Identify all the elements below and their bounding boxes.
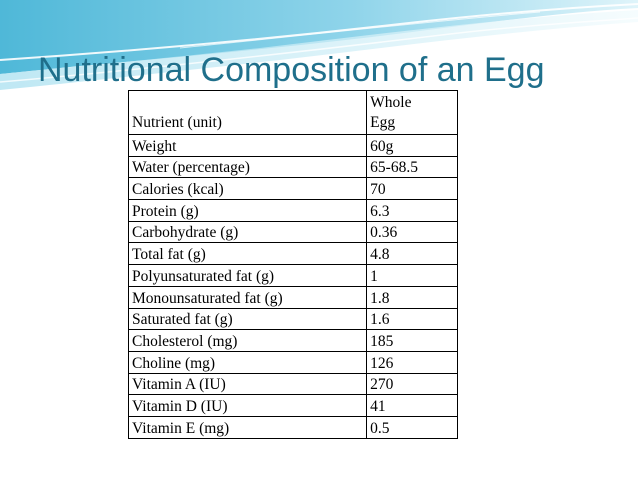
- value-cell: 4.8: [366, 242, 458, 266]
- nutrient-cell: Vitamin A (IU): [127, 372, 368, 396]
- nutrient-cell: Weight: [127, 134, 368, 157]
- value-cell: 1: [366, 264, 458, 287]
- table-row: Total fat (g) 4.8: [127, 242, 458, 266]
- nutrient-cell: Total fat (g): [127, 242, 368, 266]
- table-row: Weight 60g: [127, 134, 458, 157]
- table-row: Protein (g) 6.3: [127, 199, 458, 222]
- nutrient-cell: Polyunsaturated fat (g): [127, 264, 368, 287]
- value-cell: 0.5: [366, 415, 458, 439]
- table-row: Vitamin D (IU) 41: [127, 394, 458, 417]
- nutrient-cell: Monounsaturated fat (g): [127, 285, 368, 309]
- table-row: Choline (mg) 126: [127, 350, 458, 374]
- table-row: Saturated fat (g) 1.6: [127, 307, 458, 331]
- table-row: Vitamin E (mg) 0.5: [127, 415, 458, 439]
- slide-title: Nutritional Composition of an Egg: [38, 51, 545, 89]
- header-wave-decoration: [0, 0, 638, 90]
- nutrition-table: Nutrient (unit) Whole Egg Weight 60g Wat…: [127, 90, 458, 439]
- table-row: Calories (kcal) 70: [127, 177, 458, 201]
- table-row: Polyunsaturated fat (g) 1: [127, 264, 458, 287]
- nutrient-cell: Choline (mg): [127, 350, 368, 374]
- table-row: Vitamin A (IU) 270: [127, 372, 458, 396]
- value-cell: 0.36: [366, 220, 458, 244]
- header-whole-egg-line2: Egg: [370, 114, 396, 131]
- header-nutrient-cell: Nutrient (unit): [127, 90, 368, 135]
- nutrient-cell: Protein (g): [127, 199, 368, 222]
- value-cell: 6.3: [366, 199, 458, 222]
- value-cell: 126: [366, 350, 458, 374]
- value-cell: 270: [366, 372, 458, 396]
- header-whole-egg-cell: Whole Egg: [366, 90, 458, 135]
- table-row: Monounsaturated fat (g) 1.8: [127, 285, 458, 309]
- nutrient-cell: Saturated fat (g): [127, 307, 368, 331]
- value-cell: 65-68.5: [366, 155, 458, 179]
- table-row: Carbohydrate (g) 0.36: [127, 220, 458, 244]
- value-cell: 185: [366, 329, 458, 352]
- header-whole-egg-line1: Whole: [370, 94, 412, 111]
- table-header-row: Nutrient (unit) Whole Egg: [127, 90, 458, 135]
- value-cell: 1.8: [366, 285, 458, 309]
- value-cell: 1.6: [366, 307, 458, 331]
- nutrient-cell: Water (percentage): [127, 155, 368, 179]
- table-row: Cholesterol (mg) 185: [127, 329, 458, 352]
- value-cell: 70: [366, 177, 458, 201]
- nutrient-cell: Vitamin D (IU): [127, 394, 368, 417]
- nutrient-cell: Cholesterol (mg): [127, 329, 368, 352]
- value-cell: 41: [366, 394, 458, 417]
- table-row: Water (percentage) 65-68.5: [127, 155, 458, 179]
- nutrient-cell: Vitamin E (mg): [127, 415, 368, 439]
- nutrient-cell: Carbohydrate (g): [127, 220, 368, 244]
- nutrient-cell: Calories (kcal): [127, 177, 368, 201]
- value-cell: 60g: [366, 134, 458, 157]
